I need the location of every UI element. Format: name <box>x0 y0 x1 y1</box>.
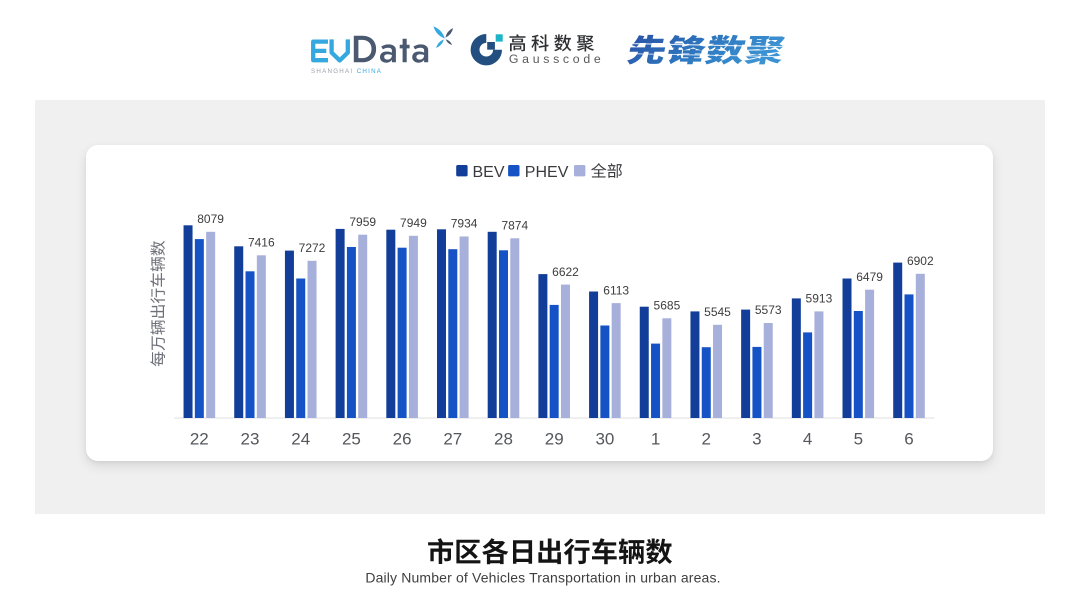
svg-text:23: 23 <box>241 429 260 448</box>
svg-text:6622: 6622 <box>552 265 579 279</box>
svg-text:29: 29 <box>545 429 564 448</box>
svg-text:5685: 5685 <box>654 299 681 313</box>
svg-text:7416: 7416 <box>248 236 275 250</box>
svg-text:4: 4 <box>803 429 812 448</box>
svg-text:Gausscode: Gausscode <box>509 52 605 66</box>
svg-text:5: 5 <box>854 429 863 448</box>
svg-text:2: 2 <box>701 429 710 448</box>
svg-text:27: 27 <box>443 429 462 448</box>
svg-text:7949: 7949 <box>400 216 427 230</box>
svg-text:7959: 7959 <box>349 215 376 229</box>
svg-text:5573: 5573 <box>755 303 782 317</box>
svg-text:28: 28 <box>494 429 513 448</box>
svg-text:6113: 6113 <box>603 283 629 297</box>
svg-text:24: 24 <box>291 429 310 448</box>
svg-text:CHINA: CHINA <box>357 68 383 75</box>
svg-text:3: 3 <box>752 429 761 448</box>
svg-text:7874: 7874 <box>501 219 528 233</box>
svg-text:Daily Number of Vehicles Trans: Daily Number of Vehicles Transportation … <box>365 569 720 585</box>
svg-text:6: 6 <box>904 429 913 448</box>
svg-text:8079: 8079 <box>197 212 224 226</box>
svg-text:PHEV: PHEV <box>525 164 569 181</box>
svg-text:22: 22 <box>190 429 209 448</box>
svg-text:25: 25 <box>342 429 361 448</box>
svg-text:30: 30 <box>595 429 614 448</box>
svg-text:BEV: BEV <box>473 164 505 181</box>
svg-text:6479: 6479 <box>856 270 883 284</box>
svg-text:6902: 6902 <box>907 254 934 268</box>
svg-text:5913: 5913 <box>806 292 833 306</box>
svg-text:5545: 5545 <box>704 305 731 319</box>
svg-text:7272: 7272 <box>299 241 326 255</box>
svg-text:1: 1 <box>651 429 660 448</box>
svg-text:SHANGHAI: SHANGHAI <box>311 68 353 75</box>
svg-text:7934: 7934 <box>451 217 478 231</box>
svg-text:26: 26 <box>393 429 412 448</box>
